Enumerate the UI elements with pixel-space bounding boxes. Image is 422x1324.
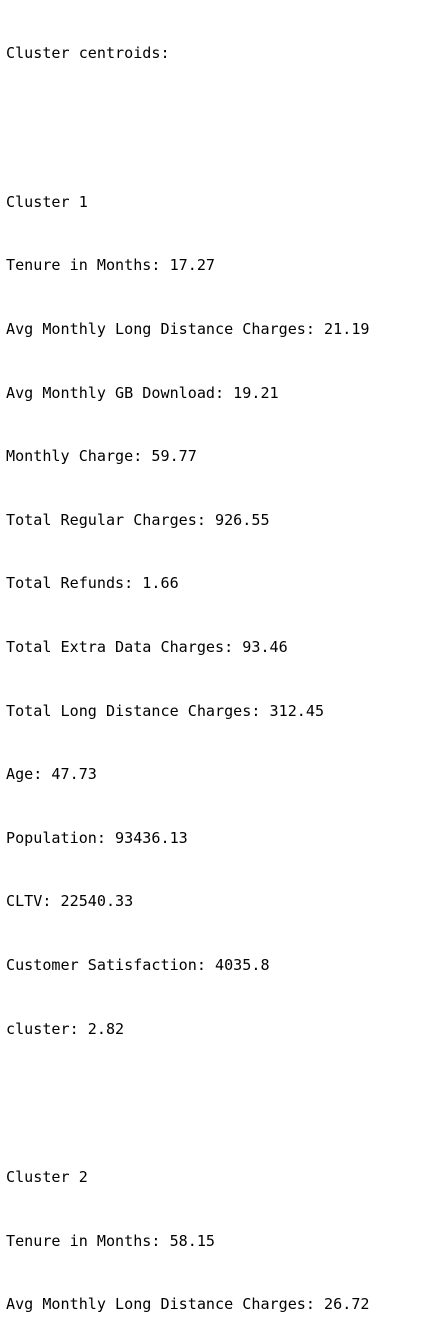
cluster-1-monthly-charge: Monthly Charge: 59.77 xyxy=(6,447,197,466)
cluster-2-avg-long-distance: Avg Monthly Long Distance Charges: 26.72 xyxy=(6,1295,370,1314)
cluster-1-cluster: cluster: 2.82 xyxy=(6,1019,125,1038)
cluster-1-avg-gb-download: Avg Monthly GB Download: 19.21 xyxy=(6,383,279,402)
cluster-1-title: Cluster 1 xyxy=(6,192,88,211)
cluster-1-total-extra-data: Total Extra Data Charges: 93.46 xyxy=(6,637,288,656)
cluster-2-tenure: Tenure in Months: 58.15 xyxy=(6,1231,216,1250)
blank-line xyxy=(6,107,422,128)
cluster-1-cltv: CLTV: 22540.33 xyxy=(6,892,134,911)
cluster-1-total-long-distance: Total Long Distance Charges: 312.45 xyxy=(6,701,325,720)
cluster-1-avg-long-distance: Avg Monthly Long Distance Charges: 21.19 xyxy=(6,319,370,338)
cluster-1-total-refunds: Total Refunds: 1.66 xyxy=(6,574,179,593)
cluster-1-customer-satisfaction: Customer Satisfaction: 4035.8 xyxy=(6,955,270,974)
output-header: Cluster centroids: xyxy=(6,44,170,63)
cluster-1-age: Age: 47.73 xyxy=(6,765,97,784)
blank-line xyxy=(6,1082,422,1103)
cluster-1-tenure: Tenure in Months: 17.27 xyxy=(6,256,216,275)
cluster-1-total-regular-charges: Total Regular Charges: 926.55 xyxy=(6,510,270,529)
cluster-2-title: Cluster 2 xyxy=(6,1167,88,1186)
cluster-1-population: Population: 93436.13 xyxy=(6,828,188,847)
console-output: Cluster centroids: Cluster 1 Tenure in M… xyxy=(6,1,422,1324)
